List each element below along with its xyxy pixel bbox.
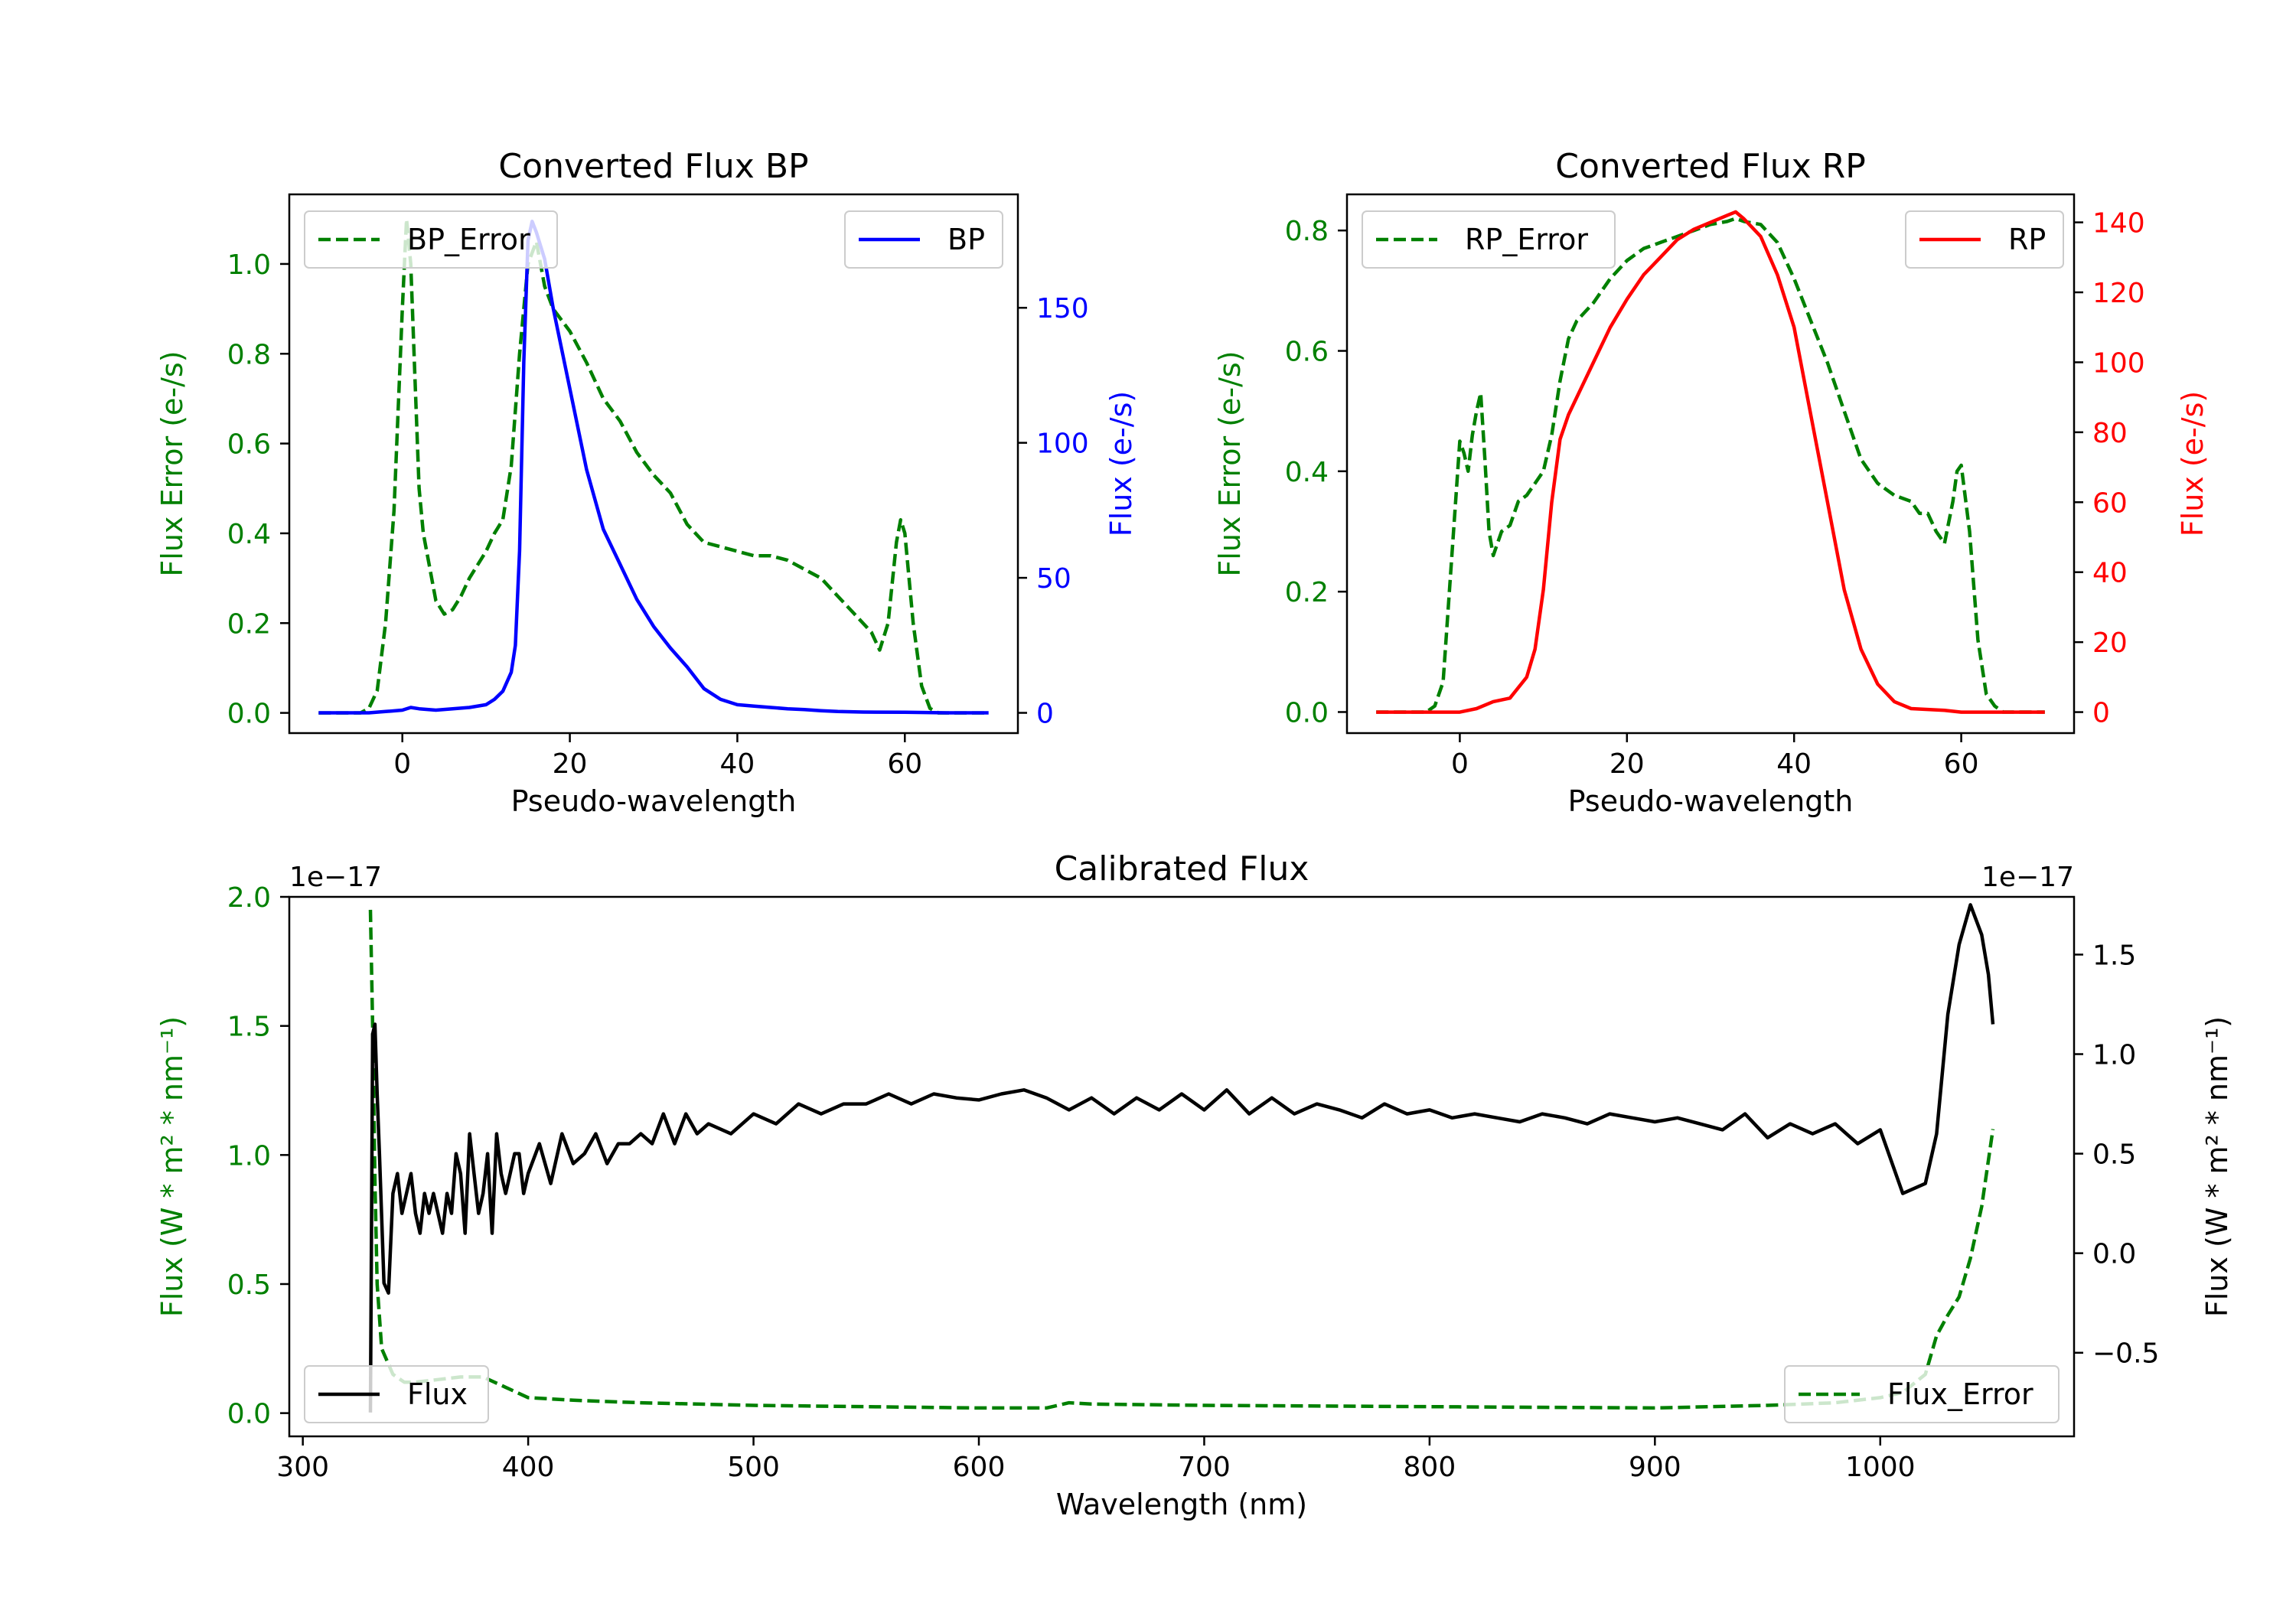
bp-ytick-right-label: 50 xyxy=(1036,563,1071,595)
calibrated-ytick-left-label: 1.0 xyxy=(227,1140,271,1172)
legend-label: Flux xyxy=(407,1377,468,1411)
bp-legend-bp: BP xyxy=(844,210,1003,269)
rp-ytick-right-label: 40 xyxy=(2092,558,2128,589)
calibrated-ytick-right-label: 1.5 xyxy=(2092,940,2136,971)
calibrated-ylabel-left: Flux (W * m² * nm⁻¹) xyxy=(155,1016,189,1317)
rp-ylabel-right: Flux (e-/s) xyxy=(2176,391,2210,536)
rp-ytick-right-label: 140 xyxy=(2092,208,2145,240)
calibrated-xtick-label: 600 xyxy=(953,1452,1006,1483)
rp-title: Converted Flux RP xyxy=(1555,147,1866,186)
bp-ytick-right-label: 100 xyxy=(1036,429,1089,460)
calibrated-ytick-left-label: 0.0 xyxy=(227,1399,271,1430)
calibrated-ytick-right-label: 1.0 xyxy=(2092,1040,2136,1071)
calibrated-series-flux xyxy=(368,903,1995,1413)
rp-ytick-left-label: 0.0 xyxy=(1285,697,1329,729)
rp-legend-rp: RP xyxy=(1905,210,2064,269)
legend-box xyxy=(304,1365,489,1423)
rp-ytick-right-label: 0 xyxy=(2092,698,2110,729)
legend-box xyxy=(304,210,558,269)
rp-ytick-left-label: 0.2 xyxy=(1285,577,1329,608)
rp-ytick-left-label: 0.8 xyxy=(1285,216,1329,247)
legend-label: RP xyxy=(2008,223,2046,256)
rp-ytick-left-label: 0.4 xyxy=(1285,457,1329,488)
rp-xtick-label: 20 xyxy=(1609,748,1645,780)
calibrated-legend-flux: Flux xyxy=(304,1365,489,1423)
calibrated-legend-flux-error: Flux_Error xyxy=(1784,1365,2060,1423)
calibrated-xtick-label: 700 xyxy=(1178,1452,1231,1483)
calibrated-ytick-left-label: 1.5 xyxy=(227,1012,271,1043)
legend-label: BP xyxy=(947,223,985,256)
bp-ytick-left-label: 0.0 xyxy=(227,699,271,730)
bp-xlabel: Pseudo-wavelength xyxy=(511,784,797,818)
calibrated-offset-right: 1e−17 xyxy=(1981,862,2074,893)
bp-ytick-left-label: 0.2 xyxy=(227,608,271,640)
bp-chart: Converted Flux BP 0 20 40 60 Pseudo-wavelengt… xyxy=(155,147,1138,818)
legend-label: Flux_Error xyxy=(1887,1377,2033,1411)
legend-label: RP_Error xyxy=(1465,223,1588,256)
bp-ytick-left-label: 0.6 xyxy=(227,429,271,461)
bp-title: Converted Flux BP xyxy=(498,147,808,186)
rp-xtick-label: 0 xyxy=(1451,748,1469,780)
legend-box xyxy=(1784,1365,2060,1423)
bp-legend-bp-error: BP_Error xyxy=(304,210,558,269)
calibrated-ytick-right-label: −0.5 xyxy=(2092,1338,2159,1370)
legend-label: BP_Error xyxy=(407,223,530,256)
rp-series-rp-error xyxy=(1376,217,2045,714)
calibrated-ytick-left-label: 2.0 xyxy=(227,882,271,914)
legend-box xyxy=(1905,210,2064,269)
bp-ylabel-left: Flux Error (e-/s) xyxy=(155,350,189,576)
calibrated-xtick-label: 1000 xyxy=(1845,1452,1916,1483)
legend-box xyxy=(844,210,1003,269)
bp-ytick-left-label: 1.0 xyxy=(227,249,271,281)
rp-ytick-right-label: 120 xyxy=(2092,278,2145,309)
bp-ytick-left-label: 0.8 xyxy=(227,339,271,370)
rp-ytick-left-label: 0.6 xyxy=(1285,337,1329,368)
bp-xtick-label: 40 xyxy=(720,748,755,780)
bp-ytick-left-label: 0.4 xyxy=(227,519,271,550)
calibrated-axes-frame xyxy=(288,895,2076,1438)
bp-axes-frame xyxy=(288,193,1019,735)
bp-xtick-label: 20 xyxy=(553,748,588,780)
rp-xtick-label: 60 xyxy=(1944,748,1979,780)
bp-xtick-label: 60 xyxy=(887,748,922,780)
calibrated-ytick-left-label: 0.5 xyxy=(227,1270,271,1301)
calibrated-xtick-label: 800 xyxy=(1404,1452,1456,1483)
calibrated-ytick-right-label: 0.5 xyxy=(2092,1139,2136,1171)
calibrated-ylabel-right: Flux (W * m² * nm⁻¹) xyxy=(2200,1016,2234,1317)
rp-xlabel: Pseudo-wavelength xyxy=(1568,784,1854,818)
rp-xtick-label: 40 xyxy=(1776,748,1812,780)
bp-series-bp-error xyxy=(318,217,989,715)
rp-chart: Converted Flux RP 0 20 40 60 Pseudo-wavelengt… xyxy=(1213,147,2210,818)
calibrated-xtick-label: 900 xyxy=(1629,1452,1681,1483)
calibrated-title: Calibrated Flux xyxy=(1055,849,1309,888)
rp-legend-rp-error: RP_Error xyxy=(1362,210,1616,269)
rp-ytick-right-label: 60 xyxy=(2092,487,2128,519)
calibrated-xlabel: Wavelength (nm) xyxy=(1056,1488,1307,1521)
legend-box xyxy=(1362,210,1616,269)
calibrated-xtick-label: 400 xyxy=(502,1452,555,1483)
calibrated-series-flux-error xyxy=(368,909,1995,1410)
calibrated-chart: Calibrated Flux 300 400 500 600 700 800 900 1000… xyxy=(155,849,2234,1521)
bp-series-bp xyxy=(318,220,989,715)
rp-axes-frame xyxy=(1345,193,2076,735)
rp-ylabel-left: Flux Error (e-/s) xyxy=(1213,350,1247,576)
calibrated-xtick-label: 500 xyxy=(727,1452,780,1483)
bp-xtick-label: 0 xyxy=(393,748,411,780)
calibrated-offset-left: 1e−17 xyxy=(289,862,382,893)
rp-ytick-right-label: 20 xyxy=(2092,627,2128,659)
calibrated-ytick-right-label: 0.0 xyxy=(2092,1239,2136,1270)
rp-series-rp xyxy=(1376,210,2045,714)
bp-ytick-right-label: 150 xyxy=(1036,293,1089,324)
rp-ytick-right-label: 80 xyxy=(2092,418,2128,449)
rp-ytick-right-label: 100 xyxy=(2092,347,2145,379)
bp-ytick-right-label: 0 xyxy=(1036,699,1054,730)
calibrated-xtick-label: 300 xyxy=(276,1452,329,1483)
bp-ylabel-right: Flux (e-/s) xyxy=(1104,391,1138,536)
